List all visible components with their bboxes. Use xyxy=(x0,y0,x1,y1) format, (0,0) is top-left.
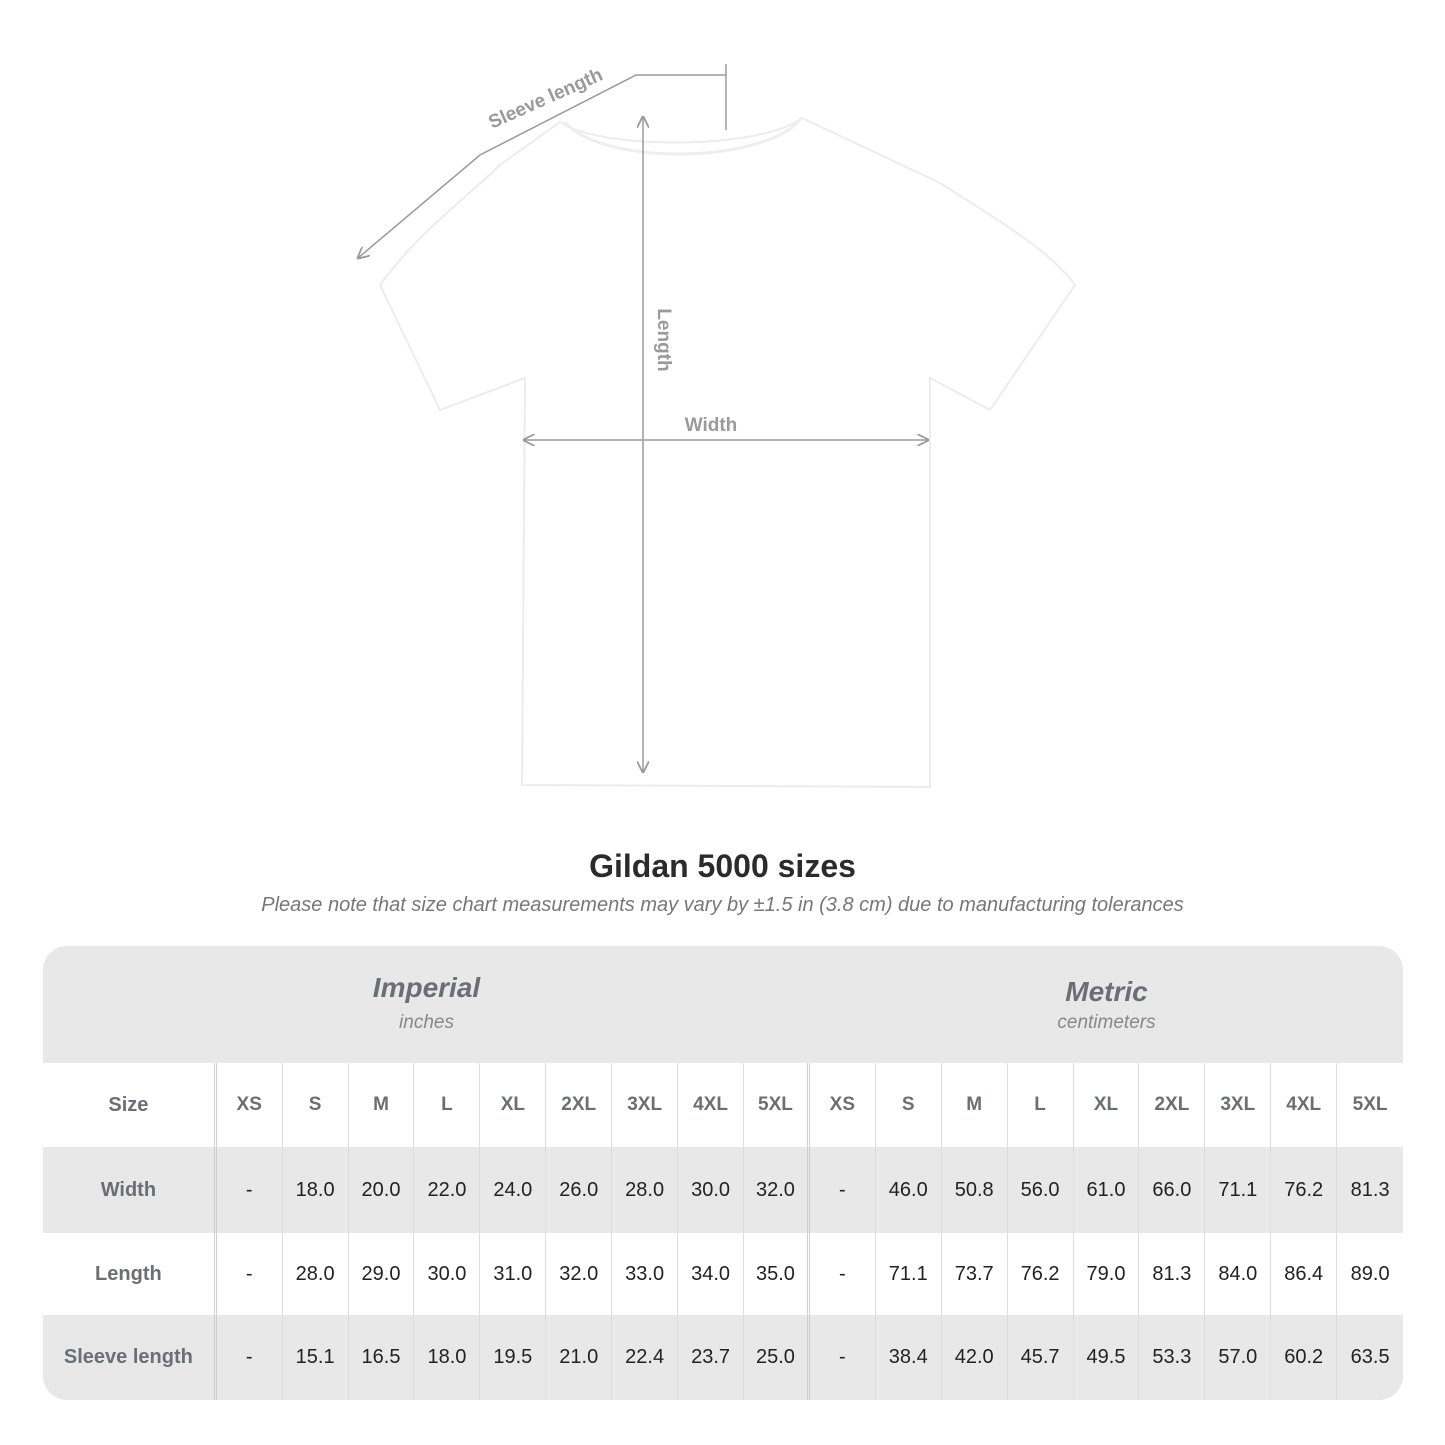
metric-value: 86.4 xyxy=(1271,1233,1337,1315)
imperial-value: 20.0 xyxy=(349,1147,415,1233)
length-label: Length xyxy=(653,308,674,371)
imperial-value: 22.4 xyxy=(612,1315,678,1400)
imperial-value: 22.0 xyxy=(414,1147,480,1233)
imperial-value: 24.0 xyxy=(480,1147,546,1233)
metric-size-4xl: 4XL xyxy=(1271,1063,1337,1147)
metric-value: 45.7 xyxy=(1008,1315,1074,1400)
metric-size-l: L xyxy=(1008,1063,1074,1147)
imperial-value: 33.0 xyxy=(612,1233,678,1315)
metric-value: 71.1 xyxy=(1205,1147,1271,1233)
imperial-title: Imperial xyxy=(43,972,810,1004)
imperial-value: 35.0 xyxy=(744,1233,810,1315)
metric-value: - xyxy=(810,1315,876,1400)
metric-size-s: S xyxy=(876,1063,942,1147)
metric-value: 53.3 xyxy=(1139,1315,1205,1400)
metric-value: 84.0 xyxy=(1205,1233,1271,1315)
tolerance-note: Please note that size chart measurements… xyxy=(0,894,1445,917)
row-label: Width xyxy=(43,1147,217,1233)
imperial-value: 28.0 xyxy=(283,1233,349,1315)
imperial-size-5xl: 5XL xyxy=(744,1063,810,1147)
imperial-unit: inches xyxy=(43,1012,810,1034)
metric-value: 61.0 xyxy=(1074,1147,1140,1233)
imperial-value: - xyxy=(217,1315,283,1400)
imperial-size-2xl: 2XL xyxy=(546,1063,612,1147)
metric-size-5xl: 5XL xyxy=(1337,1063,1403,1147)
metric-value: 38.4 xyxy=(876,1315,942,1400)
metric-value: 89.0 xyxy=(1337,1233,1403,1315)
width-label: Width xyxy=(685,415,738,436)
imperial-value: 34.0 xyxy=(678,1233,744,1315)
imperial-value: 23.7 xyxy=(678,1315,744,1400)
metric-header: Metric centimeters xyxy=(810,946,1403,1063)
metric-value: 71.1 xyxy=(876,1233,942,1315)
imperial-value: 18.0 xyxy=(283,1147,349,1233)
metric-size-xl: XL xyxy=(1074,1063,1140,1147)
imperial-value: 32.0 xyxy=(546,1233,612,1315)
imperial-value: 31.0 xyxy=(480,1233,546,1315)
table-row-length: Length-28.029.030.031.032.033.034.035.0-… xyxy=(43,1233,1403,1315)
metric-size-m: M xyxy=(942,1063,1008,1147)
metric-unit: centimeters xyxy=(810,1012,1403,1034)
imperial-value: 30.0 xyxy=(678,1147,744,1233)
metric-value: 81.3 xyxy=(1139,1233,1205,1315)
imperial-size-xl: XL xyxy=(480,1063,546,1147)
metric-value: - xyxy=(810,1233,876,1315)
tshirt-shape xyxy=(380,118,1075,787)
imperial-size-xs: XS xyxy=(217,1063,283,1147)
imperial-value: - xyxy=(217,1147,283,1233)
metric-value: 63.5 xyxy=(1337,1315,1403,1400)
imperial-size-4xl: 4XL xyxy=(678,1063,744,1147)
imperial-value: 25.0 xyxy=(744,1315,810,1400)
row-label: Sleeve length xyxy=(43,1315,217,1400)
metric-value: 60.2 xyxy=(1271,1315,1337,1400)
metric-value: 57.0 xyxy=(1205,1315,1271,1400)
imperial-value: 16.5 xyxy=(349,1315,415,1400)
imperial-value: - xyxy=(217,1233,283,1315)
imperial-value: 26.0 xyxy=(546,1147,612,1233)
row-label: Length xyxy=(43,1233,217,1315)
metric-value: 79.0 xyxy=(1074,1233,1140,1315)
metric-value: 46.0 xyxy=(876,1147,942,1233)
imperial-value: 30.0 xyxy=(414,1233,480,1315)
imperial-value: 21.0 xyxy=(546,1315,612,1400)
imperial-value: 18.0 xyxy=(414,1315,480,1400)
size-label: Size xyxy=(43,1063,217,1147)
imperial-value: 29.0 xyxy=(349,1233,415,1315)
imperial-value: 32.0 xyxy=(744,1147,810,1233)
chart-title: Gildan 5000 sizes xyxy=(0,848,1445,885)
metric-value: 56.0 xyxy=(1008,1147,1074,1233)
imperial-value: 28.0 xyxy=(612,1147,678,1233)
metric-value: 76.2 xyxy=(1271,1147,1337,1233)
size-header-row: SizeXSSMLXL2XL3XL4XL5XLXSSMLXL2XL3XL4XL5… xyxy=(43,1063,1403,1147)
imperial-size-m: M xyxy=(349,1063,415,1147)
tshirt-diagram: Sleeve length Length Width xyxy=(0,0,1445,820)
metric-size-3xl: 3XL xyxy=(1205,1063,1271,1147)
metric-value: 49.5 xyxy=(1074,1315,1140,1400)
metric-value: - xyxy=(810,1147,876,1233)
imperial-header: Imperial inches xyxy=(43,946,810,1063)
metric-value: 73.7 xyxy=(942,1233,1008,1315)
metric-size-xs: XS xyxy=(810,1063,876,1147)
imperial-size-s: S xyxy=(283,1063,349,1147)
metric-value: 50.8 xyxy=(942,1147,1008,1233)
table-row-width: Width-18.020.022.024.026.028.030.032.0-4… xyxy=(43,1147,1403,1233)
imperial-value: 15.1 xyxy=(283,1315,349,1400)
metric-title: Metric xyxy=(810,976,1403,1008)
imperial-value: 19.5 xyxy=(480,1315,546,1400)
metric-value: 66.0 xyxy=(1139,1147,1205,1233)
metric-value: 42.0 xyxy=(942,1315,1008,1400)
imperial-size-3xl: 3XL xyxy=(612,1063,678,1147)
imperial-size-l: L xyxy=(414,1063,480,1147)
size-table: Imperial inches Metric centimeters SizeX… xyxy=(43,946,1403,1400)
metric-size-2xl: 2XL xyxy=(1139,1063,1205,1147)
metric-value: 81.3 xyxy=(1337,1147,1403,1233)
table-row-sleeve-length: Sleeve length-15.116.518.019.521.022.423… xyxy=(43,1315,1403,1400)
metric-value: 76.2 xyxy=(1008,1233,1074,1315)
